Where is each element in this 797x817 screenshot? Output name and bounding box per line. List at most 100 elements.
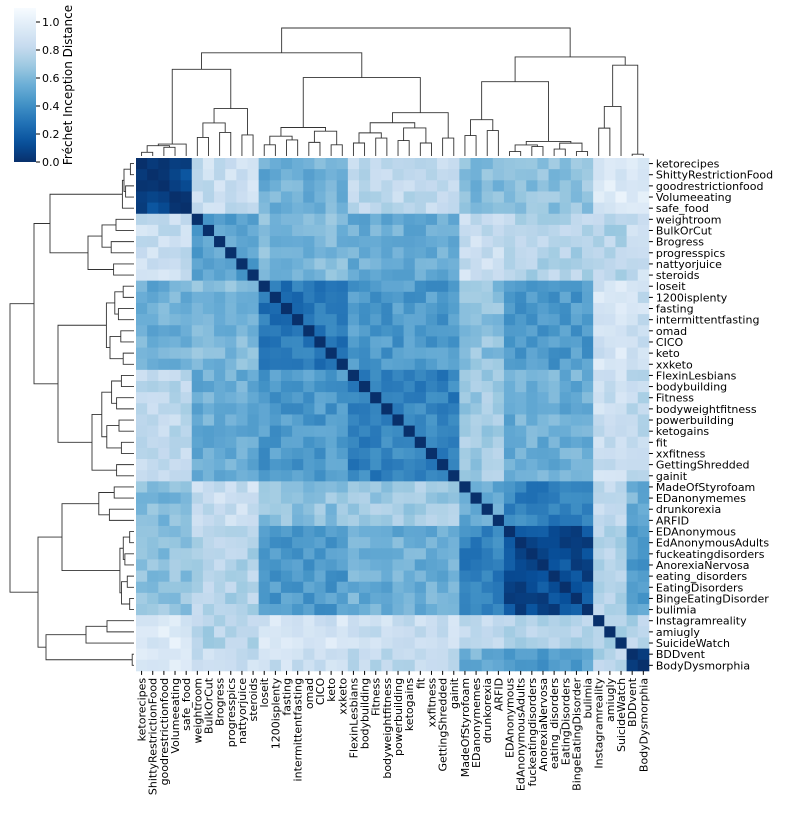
heatmap-cell [191, 403, 204, 415]
heatmap-cell [158, 202, 170, 215]
heatmap-cell [169, 459, 181, 471]
heatmap-cell [359, 604, 371, 616]
heatmap-cell [136, 425, 148, 438]
row-label: loseit [656, 280, 686, 293]
heatmap-cell [136, 213, 148, 226]
heatmap-cell [492, 503, 505, 516]
dendrogram-branch [442, 137, 455, 156]
heatmap-cell [269, 637, 282, 649]
heatmap-cell [325, 224, 338, 237]
heatmap-cell [381, 325, 393, 337]
heatmap-cell [191, 358, 204, 371]
heatmap-cell [236, 503, 248, 516]
heatmap-cell [559, 280, 572, 293]
row-label: nattyorjuice [656, 258, 722, 271]
row-label: safe_food [656, 202, 709, 215]
heatmap-cell [202, 191, 215, 203]
heatmap-cell [347, 414, 360, 426]
heatmap-cell [582, 224, 594, 237]
heatmap-cell [459, 358, 471, 371]
heatmap-cell [314, 403, 326, 415]
heatmap-cell [247, 336, 260, 348]
heatmap-cell [370, 436, 382, 449]
heatmap-cell [515, 213, 527, 226]
heatmap-cell [202, 436, 215, 449]
heatmap-cell [515, 414, 527, 426]
heatmap-cell [570, 503, 583, 516]
row-label: SuicideWatch [656, 637, 730, 650]
heatmap-cell [392, 447, 404, 460]
heatmap-cell [526, 637, 538, 649]
heatmap-cell [626, 158, 639, 170]
heatmap-cell [236, 525, 248, 538]
heatmap-cell [236, 447, 248, 460]
heatmap-cell [269, 336, 282, 348]
heatmap-cell [425, 626, 438, 638]
heatmap-cell [593, 447, 605, 460]
dendrogram-branch [101, 224, 116, 248]
heatmap-cell [470, 525, 483, 538]
heatmap-cell [314, 581, 326, 594]
heatmap-cell [314, 369, 326, 382]
heatmap-cell [370, 447, 382, 460]
heatmap-cell [414, 180, 427, 192]
heatmap-cell [570, 236, 583, 248]
heatmap-cell [537, 548, 549, 560]
heatmap-cell [470, 604, 483, 616]
dendrogram-branch [108, 508, 134, 521]
heatmap-cell [347, 336, 360, 348]
heatmap-cell [314, 169, 326, 181]
heatmap-cell [325, 659, 338, 672]
row-label: ketorecipes [656, 158, 720, 171]
heatmap-cell [191, 291, 204, 304]
heatmap-cell [202, 258, 215, 270]
heatmap-cell [214, 169, 226, 181]
heatmap-cell [470, 236, 483, 248]
heatmap-cell [280, 525, 293, 538]
heatmap-cell [292, 392, 304, 404]
heatmap-cell [582, 291, 594, 304]
heatmap-cell [269, 470, 282, 482]
heatmap-cell [158, 503, 170, 516]
heatmap-cell [515, 559, 527, 571]
heatmap-cell [225, 436, 237, 449]
heatmap-cell [169, 626, 181, 638]
heatmap-cell [359, 247, 371, 259]
heatmap-cell [593, 191, 605, 203]
heatmap-cell [470, 481, 483, 493]
heatmap-cell [336, 659, 349, 672]
heatmap-cell [392, 381, 404, 393]
heatmap-cell [325, 392, 338, 404]
heatmap-cell [481, 525, 494, 538]
heatmap-cell [503, 191, 516, 203]
heatmap-cell [414, 525, 427, 538]
heatmap-cell [225, 537, 237, 549]
heatmap-cell [548, 570, 561, 583]
heatmap-cell [314, 291, 326, 304]
heatmap-cell [437, 492, 449, 505]
heatmap-cell [559, 269, 572, 282]
heatmap-cell [403, 325, 416, 337]
heatmap-cell [403, 481, 416, 493]
heatmap-cell [325, 280, 338, 293]
heatmap-cell [202, 202, 215, 215]
dendrogram-branch [87, 235, 114, 270]
heatmap-cell [325, 403, 338, 415]
heatmap-cell [169, 481, 181, 493]
heatmap-cell [593, 291, 605, 304]
heatmap-cell [359, 570, 371, 583]
heatmap-cell [147, 347, 159, 360]
heatmap-cell [637, 169, 650, 181]
heatmap-cell [414, 659, 427, 672]
heatmap-cell [370, 158, 382, 170]
heatmap-cell [503, 358, 516, 371]
heatmap-cell [280, 291, 293, 304]
dendrogram-branch [129, 531, 134, 544]
heatmap-cell [537, 537, 549, 549]
heatmap-cell [403, 269, 416, 282]
heatmap-cell [314, 247, 326, 259]
heatmap-cell [604, 525, 616, 538]
heatmap-cell [593, 392, 605, 404]
heatmap-cell [269, 503, 282, 516]
heatmap-cell [136, 403, 148, 415]
